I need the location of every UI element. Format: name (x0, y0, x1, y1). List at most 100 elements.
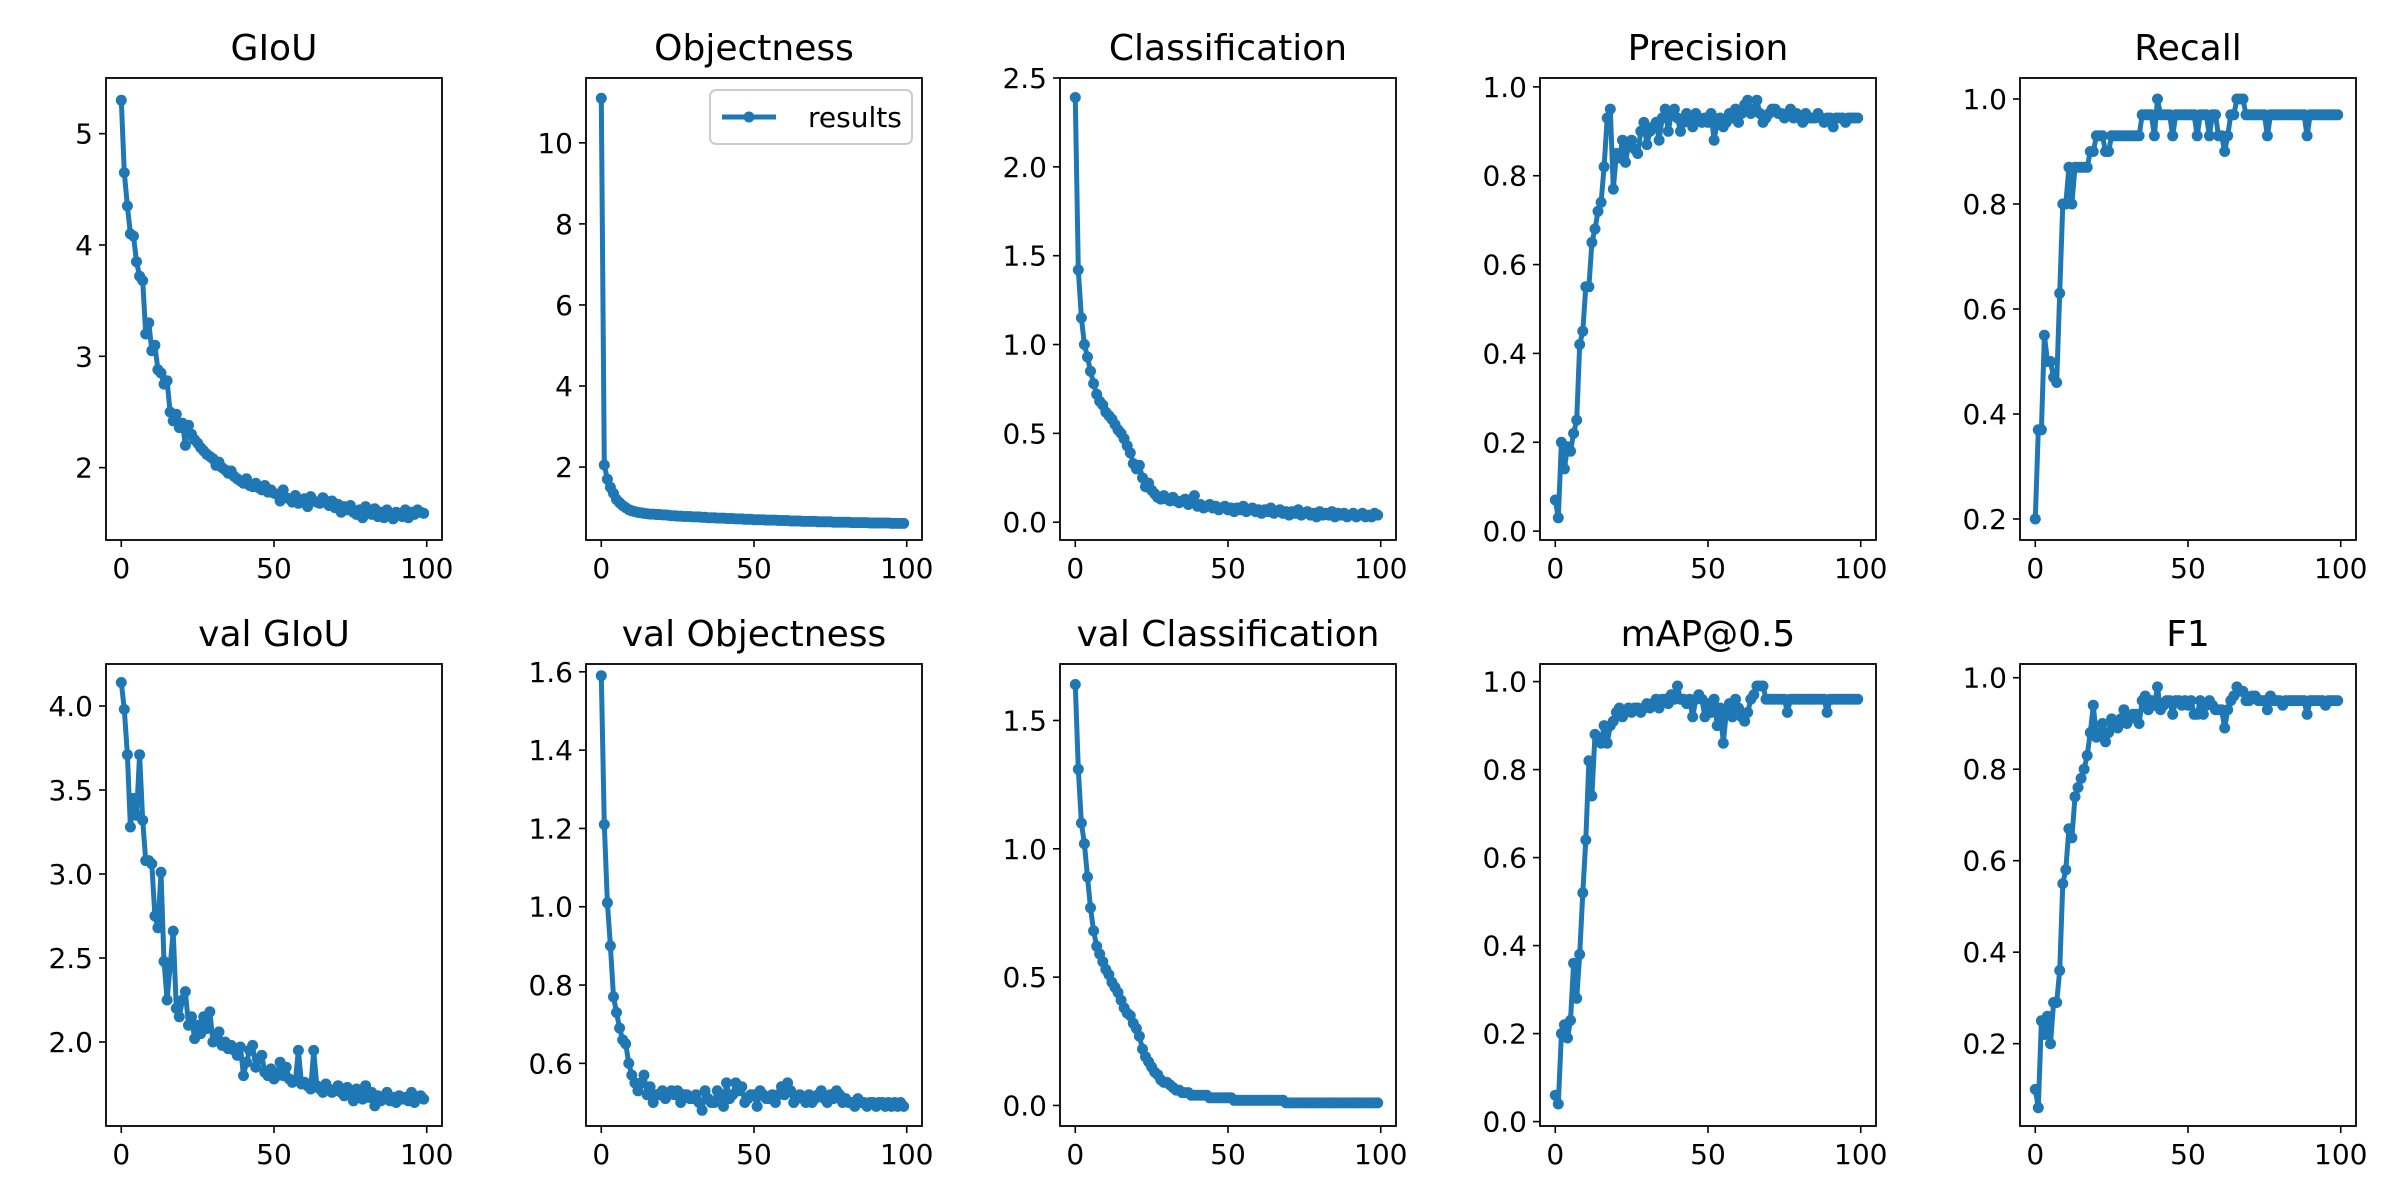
data-point (611, 1007, 622, 1018)
data-point (2222, 130, 2234, 142)
data-point (1552, 512, 1564, 524)
data-point (1571, 414, 1583, 426)
x-tick-label: 50 (2170, 552, 2206, 585)
x-tick-label: 100 (880, 552, 933, 585)
y-tick-label: 1.2 (528, 812, 573, 845)
data-point (1748, 689, 1760, 701)
y-tick-label: 2.0 (1002, 151, 1047, 184)
data-point (1598, 161, 1610, 173)
y-tick-label: 4.0 (48, 690, 93, 723)
data-point (2167, 708, 2179, 720)
data-point (2228, 109, 2240, 121)
data-point (204, 1006, 216, 1018)
data-point (137, 814, 149, 826)
data-point (115, 94, 127, 106)
data-point (1708, 134, 1720, 146)
data-point (128, 230, 139, 242)
y-tick-label: 1.4 (528, 734, 573, 767)
legend: results (709, 89, 913, 145)
data-point (1702, 116, 1714, 128)
data-point (2066, 198, 2078, 210)
data-point (1821, 706, 1833, 718)
data-point (1781, 706, 1793, 718)
data-point (1601, 737, 1613, 749)
data-point (2035, 424, 2047, 436)
x-tick-label: 100 (880, 1138, 933, 1171)
data-point (1088, 925, 1100, 937)
data-point (1742, 706, 1754, 718)
x-tick-label: 0 (2026, 1138, 2044, 1171)
data-point (2152, 681, 2163, 693)
data-point (595, 92, 607, 104)
data-point (1565, 445, 1576, 457)
data-point (2097, 718, 2108, 729)
data-point (1733, 702, 1744, 714)
data-point (152, 922, 164, 934)
subplot-precision: Precision 0 50 100 0.0 0.2 0.4 0.6 0.8 1.0 (1482, 28, 1887, 585)
data-point (2103, 727, 2115, 739)
data-point (1641, 139, 1653, 151)
plot-frame (105, 77, 443, 541)
data-point (1739, 715, 1751, 727)
subplot-title: Precision (1628, 28, 1789, 69)
data-point (1586, 236, 1598, 248)
data-point (1705, 706, 1717, 718)
data-point (2051, 997, 2063, 1008)
data-point (644, 1081, 656, 1093)
data-point (1717, 737, 1729, 749)
y-tick-label: 1.0 (528, 891, 573, 924)
data-point (2167, 130, 2179, 142)
data-point (1586, 790, 1598, 802)
y-tick-label: 0.0 (1482, 1106, 1527, 1139)
y-tick-label: 0.4 (1962, 398, 2007, 431)
data-point (595, 670, 607, 682)
legend-marker (743, 111, 755, 123)
data-point (2261, 704, 2273, 716)
y-tick-label: 3.5 (48, 774, 93, 807)
data-point (1595, 196, 1607, 208)
data-point (2103, 146, 2115, 157)
data-point (176, 994, 188, 1006)
y-tick-label: 10 (537, 127, 573, 160)
plot-frame (1059, 77, 1397, 541)
data-point (1075, 817, 1087, 829)
plot-frame (105, 663, 443, 1127)
subplot-giou: GIoU 0 50 100 2 3 4 5 (75, 28, 453, 585)
data-point (1662, 125, 1674, 137)
x-tick-label: 0 (592, 552, 610, 585)
data-point (1549, 1089, 1561, 1101)
data-point (1558, 463, 1570, 475)
data-point (1757, 680, 1769, 692)
y-tick-label: 3.0 (48, 858, 93, 891)
x-tick-label: 100 (2314, 552, 2367, 585)
data-point (696, 1104, 708, 1116)
data-point (2133, 718, 2145, 729)
data-point (718, 1100, 729, 1112)
data-point (2051, 377, 2063, 388)
data-point (201, 1023, 213, 1035)
data-point (898, 517, 910, 529)
y-tick-label: 0.8 (1962, 753, 2007, 786)
data-point (2093, 727, 2105, 739)
plot-frame (1059, 663, 1397, 1127)
data-point (1078, 838, 1090, 850)
data-point (2301, 708, 2313, 720)
data-point (292, 1044, 304, 1056)
data-point (170, 408, 182, 420)
data-point (2081, 750, 2093, 761)
data-point (1069, 679, 1081, 690)
data-point (721, 1077, 732, 1089)
data-point (1574, 339, 1586, 350)
data-point (134, 749, 146, 761)
subplot-classification: Classification 0 50 100 0.0 0.5 1.0 1.5 2.0 2.5 (1002, 28, 1407, 585)
data-point (1571, 992, 1583, 1004)
subplot-val-objectness: val Objectness 0 50 100 0.6 0.8 1.0 1.2 1.4 1.6 (528, 614, 933, 1171)
data-point (128, 792, 139, 804)
data-point (131, 256, 142, 268)
x-tick-label: 100 (1834, 1138, 1887, 1171)
x-tick-label: 0 (112, 552, 130, 585)
data-point (2029, 1083, 2041, 1095)
legend-label: results (808, 101, 902, 134)
data-point (601, 897, 613, 909)
